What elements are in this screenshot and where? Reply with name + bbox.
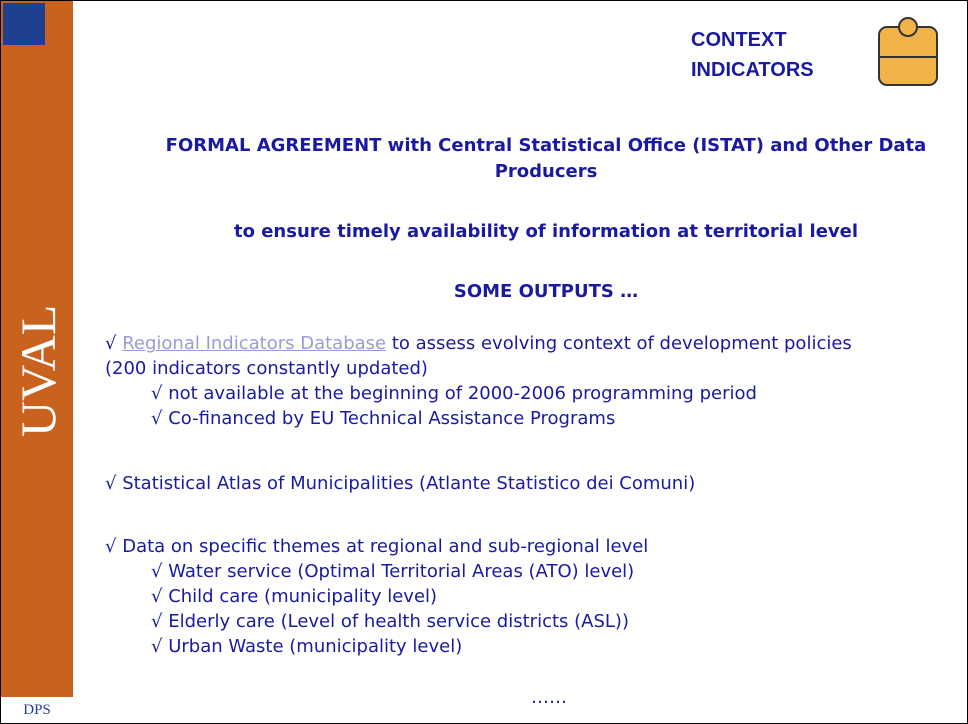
sub-item: √ Water service (Optimal Territorial Are…: [151, 559, 634, 584]
heading: to ensure timely availability of informa…: [233, 221, 859, 242]
logo: DPS: [1, 697, 73, 723]
check: √: [151, 611, 169, 632]
heading: SOME OUTPUTS …: [453, 281, 639, 302]
check: √: [151, 383, 169, 404]
check: √: [105, 536, 123, 557]
ellipsis: ……: [531, 687, 567, 708]
check: √: [151, 561, 169, 582]
list-item: √ Data on specific themes at regional an…: [105, 534, 865, 559]
text: to assess evolving context of developmen…: [105, 333, 852, 379]
text: Urban Waste (municipality level): [168, 636, 463, 657]
sub-item: √ not available at the beginning of 2000…: [151, 381, 757, 406]
text: Statistical Atlas of Municipalities (Atl…: [122, 473, 696, 494]
badge-title: CONTEXT INDICATORS: [691, 29, 814, 81]
check: √: [105, 333, 123, 354]
sub-item: √ Co-financed by EU Technical Assistance…: [151, 406, 615, 431]
eu-flag: [3, 3, 45, 45]
list-item: √ Statistical Atlas of Municipalities (A…: [105, 471, 865, 496]
sub-item: √ Elderly care (Level of health service …: [151, 609, 629, 634]
sub-item: √ Child care (municipality level): [151, 584, 437, 609]
text: not available at the beginning of 2000-2…: [168, 383, 757, 404]
heading: FORMAL AGREEMENT with Central Statistica…: [165, 135, 927, 182]
sidebar-label: UVAL: [10, 304, 66, 438]
check: √: [105, 473, 123, 494]
sidebar: UVAL: [1, 1, 73, 723]
text: Water service (Optimal Territorial Areas…: [168, 561, 635, 582]
text: Elderly care (Level of health service di…: [168, 611, 629, 632]
puzzle-icon: [878, 17, 938, 86]
list-item: √ Regional Indicators Database to assess…: [105, 331, 865, 381]
check: √: [151, 636, 169, 657]
text: Data on specific themes at regional and …: [122, 536, 649, 557]
check: √: [151, 408, 169, 429]
sub-item: √ Urban Waste (municipality level): [151, 634, 462, 659]
text: Co-financed by EU Technical Assistance P…: [168, 408, 616, 429]
link[interactable]: Regional Indicators Database: [122, 333, 387, 354]
text: Child care (municipality level): [168, 586, 438, 607]
check: √: [151, 586, 169, 607]
